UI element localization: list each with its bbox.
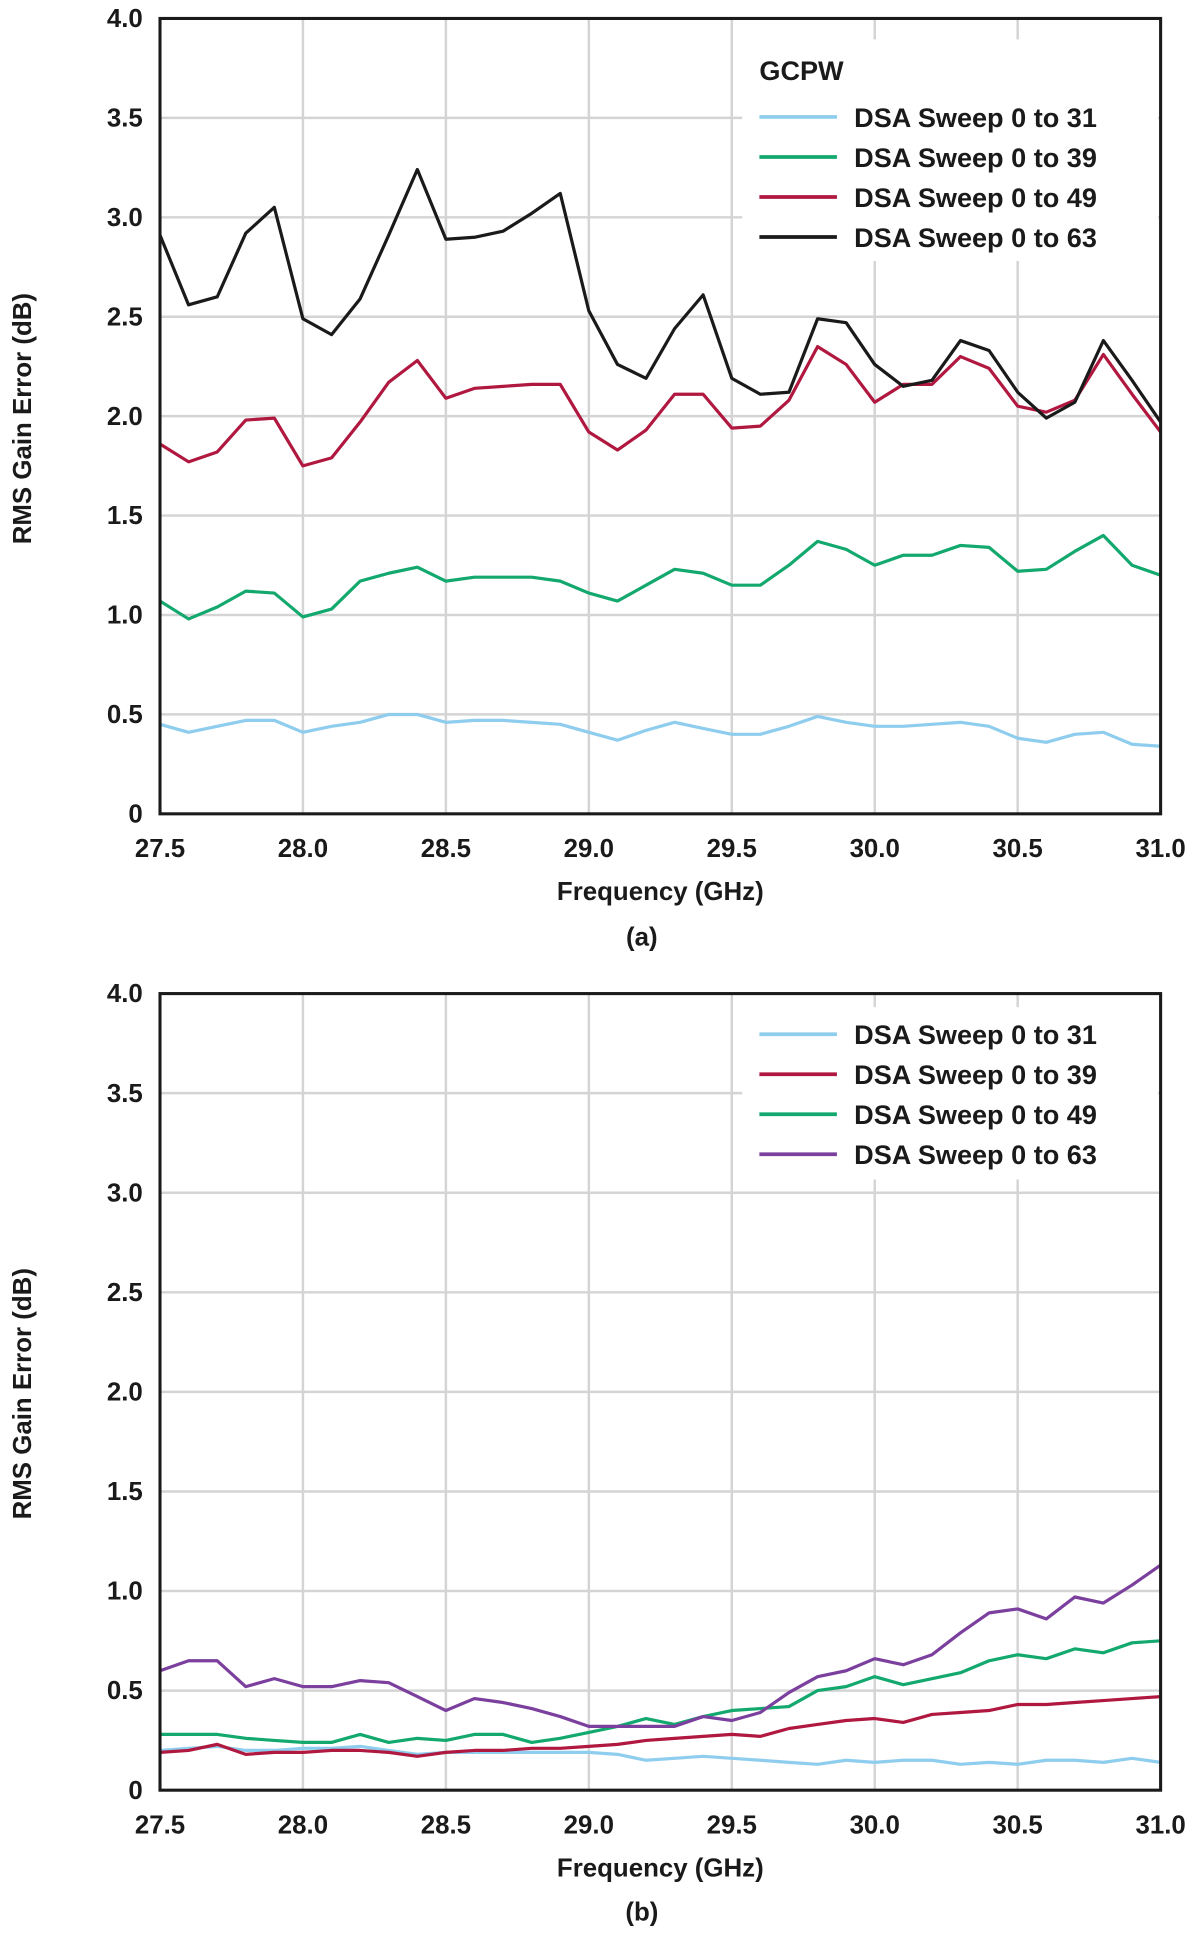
- y-axis-title: RMS Gain Error (dB): [9, 1268, 37, 1519]
- x-axis-title: Frequency (GHz): [557, 878, 764, 906]
- y-tick-label: 1.5: [107, 502, 143, 530]
- y-tick-label: 2.5: [107, 1279, 143, 1307]
- x-tick-label: 31.0: [1135, 835, 1185, 863]
- y-tick-label: 1.0: [107, 1578, 143, 1606]
- legend-background: [742, 39, 1159, 262]
- y-tick-label: 3.5: [107, 1080, 143, 1108]
- legend-label: DSA Sweep 0 to 39: [854, 142, 1097, 173]
- series-line-dsa-sweep-0-to-31: [159, 1744, 1161, 1766]
- y-tick-label: 3.0: [107, 204, 143, 232]
- chart-b: 27.5 28.0 28.5 29.0 29.5 30.0 30.5 31.0 0 0.5 1.0 1…: [9, 980, 1186, 1926]
- x-axis-title: Frequency (GHz): [557, 1854, 764, 1882]
- chart-caption: (a): [626, 924, 658, 952]
- plot-frame: [158, 16, 1163, 816]
- y-tick-label: 3.0: [107, 1179, 143, 1207]
- x-tick-label: 27.5: [135, 835, 185, 863]
- y-axis-title: RMS Gain Error (dB): [9, 293, 37, 544]
- x-tick-label: 30.5: [993, 1811, 1043, 1839]
- series-line-dsa-sweep-0-to-49: [159, 344, 1162, 468]
- y-tick-label: 3.5: [107, 105, 143, 133]
- legend-label: DSA Sweep 0 to 63: [854, 222, 1097, 253]
- legend-title: GCPW: [759, 55, 844, 86]
- x-tick-label: 31.0: [1135, 1811, 1185, 1839]
- series-line-dsa-sweep-0-to-31: [159, 712, 1161, 748]
- y-tick-label: 2.0: [107, 403, 143, 431]
- y-tick-label: 1.0: [107, 602, 143, 630]
- series-line-dsa-sweep-0-to-39: [159, 533, 1162, 621]
- x-tick-label: 28.5: [421, 1811, 471, 1839]
- series-line-dsa-sweep-0-to-49: [160, 1639, 1161, 1745]
- legend-label: DSA Sweep 0 to 49: [854, 1099, 1097, 1130]
- y-tick-label: 0: [128, 1777, 142, 1805]
- plot-frame: [158, 992, 1163, 1792]
- y-tick-label: 4.0: [107, 5, 143, 33]
- legend-label: DSA Sweep 0 to 39: [854, 1059, 1097, 1090]
- series-line-dsa-sweep-0-to-63: [158, 167, 1162, 423]
- y-tick-label: 1.5: [107, 1478, 143, 1506]
- legend-label: DSA Sweep 0 to 49: [854, 182, 1097, 213]
- x-tick-label: 29.0: [564, 1811, 614, 1839]
- series-line-dsa-sweep-0-to-63: [159, 1563, 1162, 1729]
- x-tick-label: 29.5: [707, 1811, 757, 1839]
- y-tick-label: 0: [128, 800, 142, 828]
- legend-label: DSA Sweep 0 to 31: [854, 102, 1097, 133]
- x-tick-label: 28.5: [421, 835, 471, 863]
- x-tick-label: 28.0: [278, 835, 328, 863]
- x-tick-label: 30.5: [993, 835, 1043, 863]
- x-tick-label: 30.0: [850, 1811, 900, 1839]
- x-tick-label: 29.0: [564, 835, 614, 863]
- x-tick-label: 29.5: [707, 835, 757, 863]
- x-tick-label: 27.5: [135, 1811, 185, 1839]
- x-tick-label: 28.0: [278, 1811, 328, 1839]
- chart-caption: (b): [625, 1899, 658, 1927]
- legend-label: DSA Sweep 0 to 63: [854, 1139, 1097, 1170]
- x-tick-label: 30.0: [850, 835, 900, 863]
- y-tick-label: 0.5: [107, 1677, 143, 1705]
- series-line-dsa-sweep-0-to-39: [159, 1695, 1161, 1758]
- legend-label: DSA Sweep 0 to 31: [854, 1019, 1097, 1050]
- y-tick-label: 4.0: [107, 980, 143, 1008]
- y-tick-label: 2.0: [107, 1378, 143, 1406]
- y-tick-label: 0.5: [107, 701, 143, 729]
- chart-a: 27.5 28.0 28.5 29.0 29.5 30.0 30.5 31.0 0 0.5 1.0 1…: [9, 5, 1186, 951]
- y-tick-label: 2.5: [107, 303, 143, 331]
